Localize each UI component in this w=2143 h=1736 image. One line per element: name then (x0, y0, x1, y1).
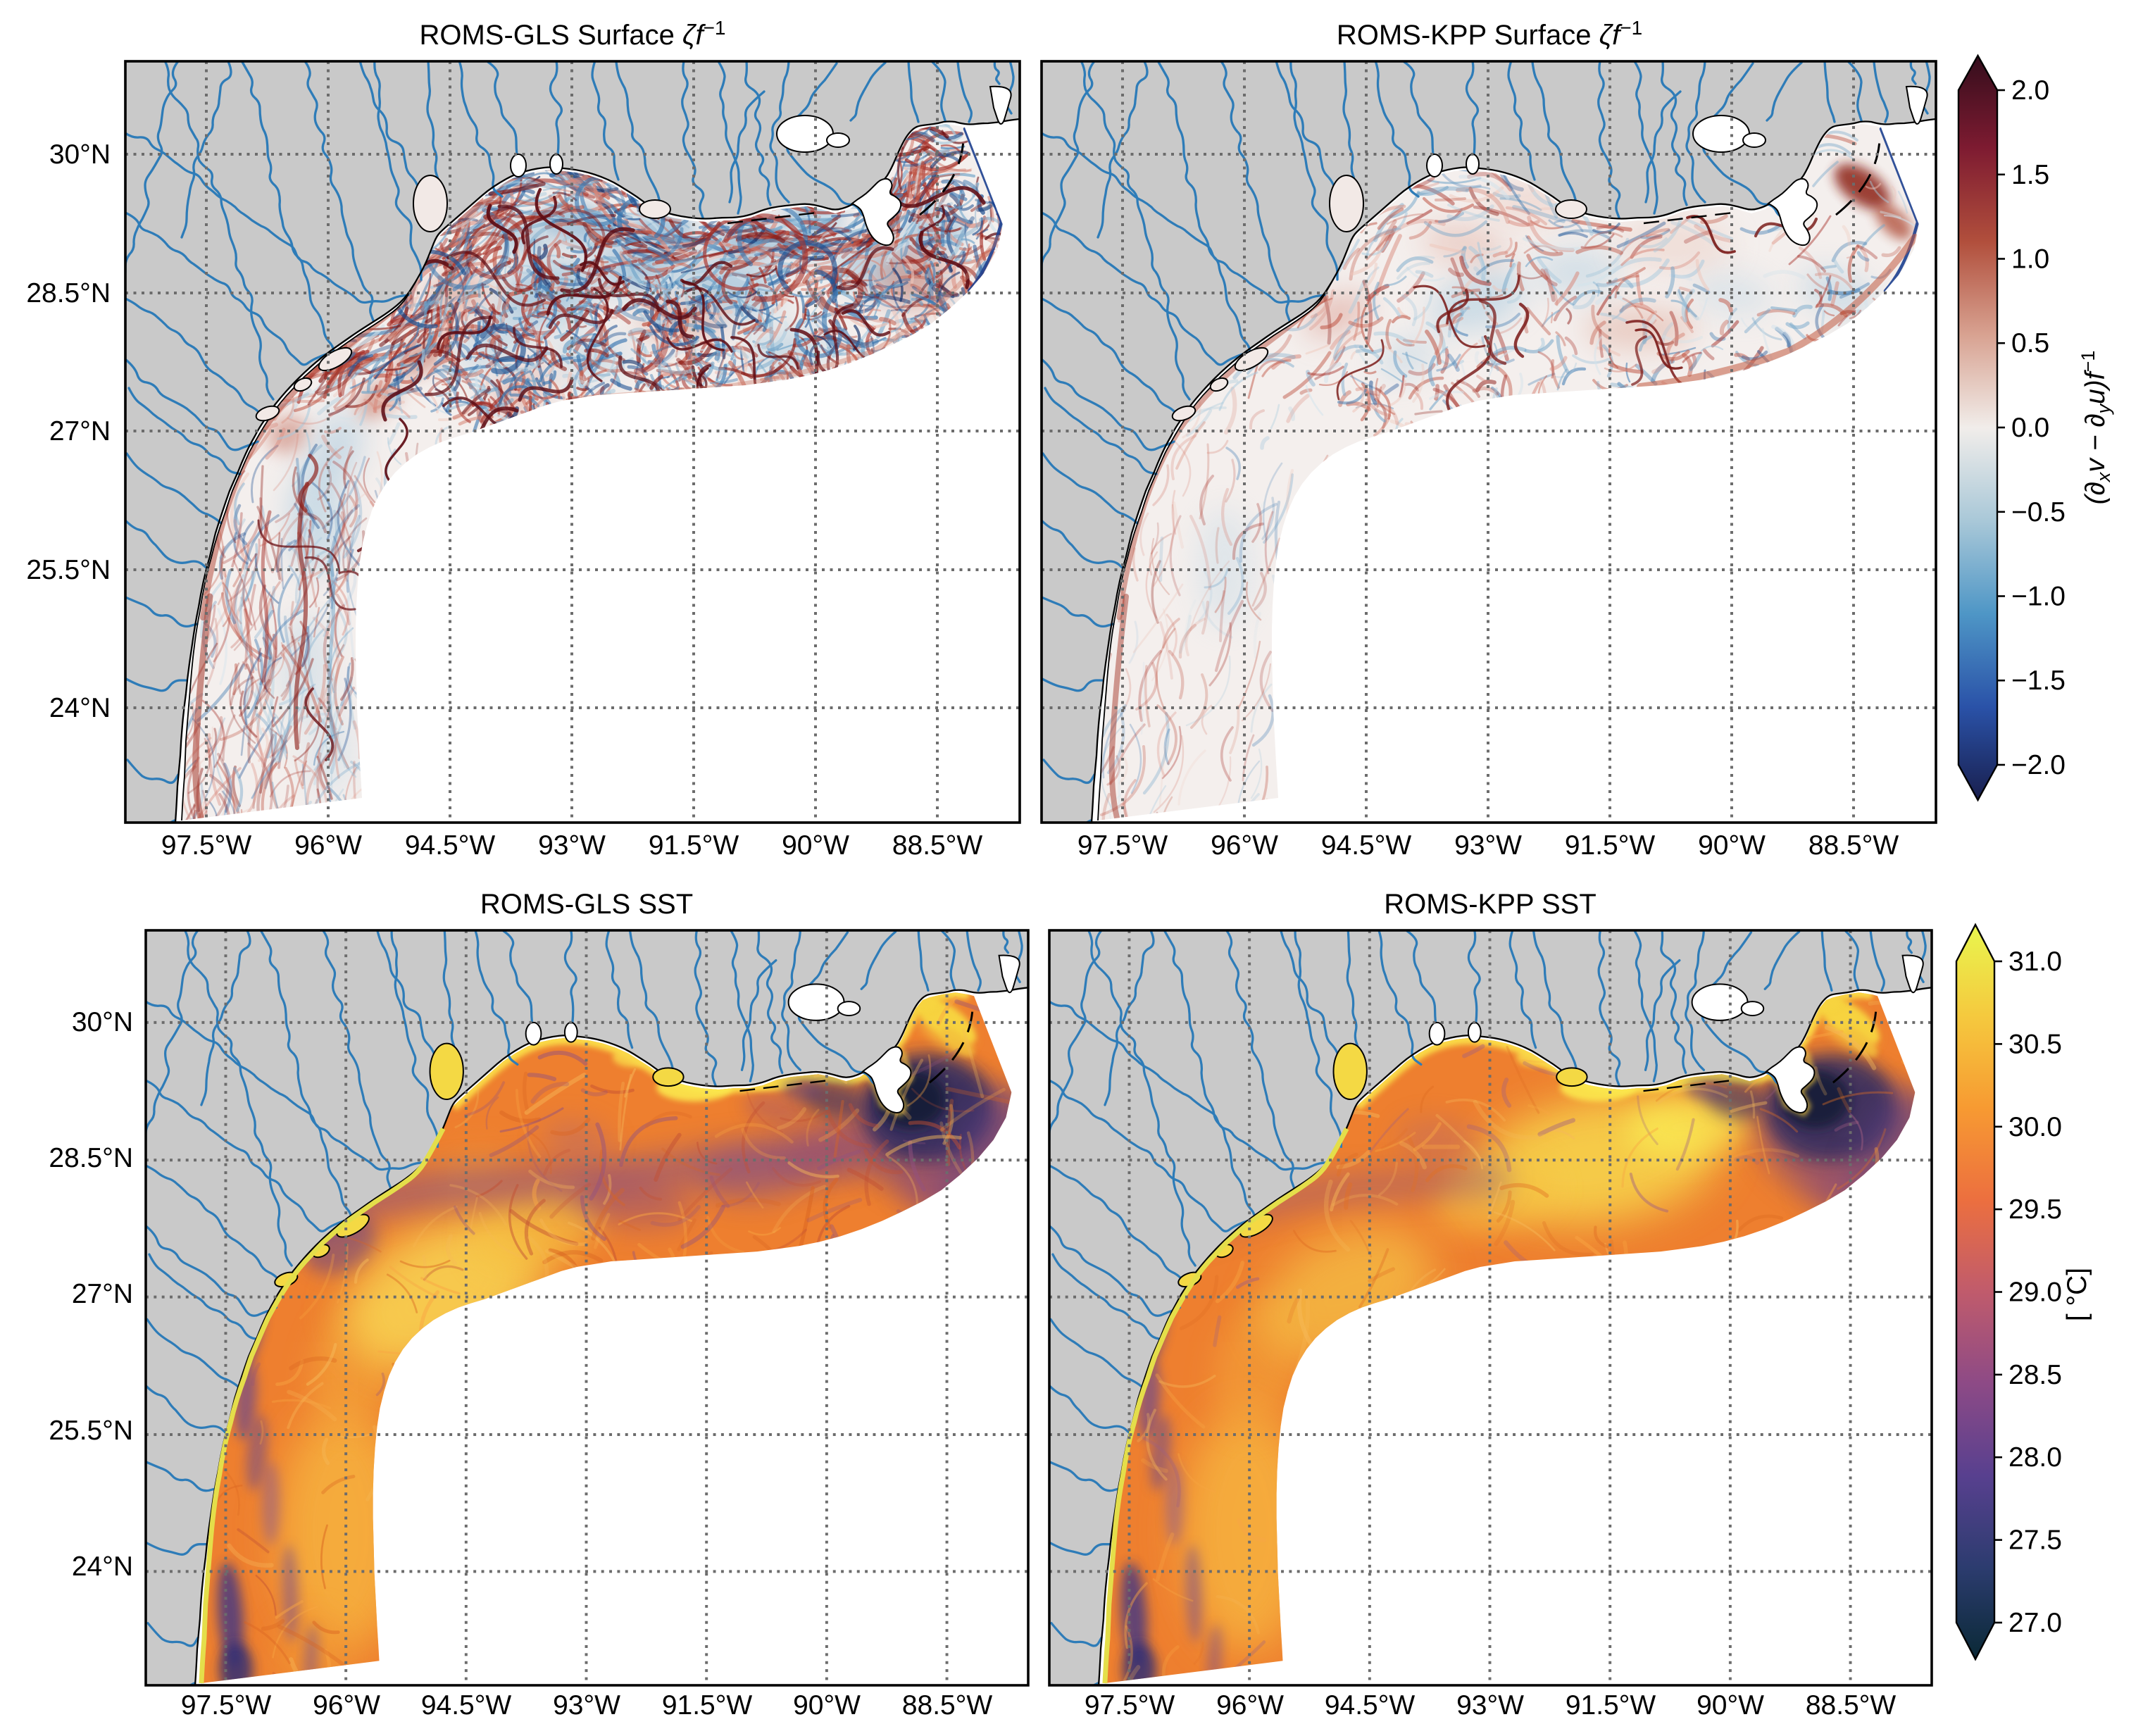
svg-text:93°W: 93°W (553, 1690, 620, 1721)
svg-text:ROMS-GLS SST: ROMS-GLS SST (480, 889, 693, 920)
svg-text:30°N: 30°N (72, 1007, 133, 1037)
svg-text:88.5°W: 88.5°W (892, 830, 983, 861)
svg-text:(∂xv − ∂yu)f−1: (∂xv − ∂yu)f−1 (2078, 351, 2114, 505)
svg-text:1.5: 1.5 (2011, 160, 2049, 190)
svg-text:25.5°N: 25.5°N (26, 555, 111, 585)
svg-text:94.5°W: 94.5°W (421, 1690, 512, 1721)
svg-text:−1.0: −1.0 (2011, 582, 2066, 612)
svg-text:ROMS-KPP Surface ζf−1: ROMS-KPP Surface ζf−1 (1337, 17, 1642, 51)
svg-text:90°W: 90°W (793, 1690, 861, 1721)
svg-text:24°N: 24°N (49, 693, 111, 723)
svg-text:90°W: 90°W (1697, 1690, 1764, 1721)
svg-text:29.0: 29.0 (2008, 1278, 2062, 1308)
svg-text:28.5°N: 28.5°N (26, 278, 111, 308)
svg-text:90°W: 90°W (782, 830, 849, 861)
svg-text:96°W: 96°W (1216, 1690, 1284, 1721)
svg-text:−1.5: −1.5 (2011, 666, 2066, 696)
svg-text:88.5°W: 88.5°W (902, 1690, 993, 1721)
svg-text:−2.0: −2.0 (2011, 750, 2066, 780)
svg-text:27°N: 27°N (72, 1279, 133, 1309)
svg-text:ROMS-KPP SST: ROMS-KPP SST (1384, 889, 1597, 920)
svg-text:29.5: 29.5 (2008, 1194, 2062, 1225)
svg-text:28.5°N: 28.5°N (49, 1143, 133, 1173)
svg-text:93°W: 93°W (1456, 1690, 1524, 1721)
svg-text:97.5°W: 97.5°W (161, 830, 252, 861)
svg-text:88.5°W: 88.5°W (1806, 1690, 1897, 1721)
svg-text:30.0: 30.0 (2008, 1112, 2062, 1142)
svg-text:27.0: 27.0 (2008, 1608, 2062, 1638)
svg-text:27°N: 27°N (49, 416, 111, 447)
svg-text:97.5°W: 97.5°W (1085, 1690, 1175, 1721)
svg-text:ROMS-GLS Surface ζf−1: ROMS-GLS Surface ζf−1 (419, 17, 725, 51)
svg-text:27.5: 27.5 (2008, 1525, 2062, 1556)
svg-text:97.5°W: 97.5°W (181, 1690, 272, 1721)
svg-text:24°N: 24°N (72, 1551, 133, 1582)
svg-text:96°W: 96°W (313, 1690, 380, 1721)
svg-text:30.5: 30.5 (2008, 1029, 2062, 1059)
svg-text:91.5°W: 91.5°W (1566, 1690, 1656, 1721)
svg-text:93°W: 93°W (538, 830, 606, 861)
svg-text:[ °C]: [ °C] (2062, 1268, 2092, 1321)
svg-text:91.5°W: 91.5°W (1565, 830, 1656, 861)
svg-text:97.5°W: 97.5°W (1077, 830, 1168, 861)
svg-text:0.0: 0.0 (2011, 413, 2049, 443)
svg-text:28.5: 28.5 (2008, 1360, 2062, 1390)
svg-text:94.5°W: 94.5°W (1325, 1690, 1416, 1721)
svg-text:−0.5: −0.5 (2011, 497, 2066, 527)
svg-text:0.5: 0.5 (2011, 328, 2049, 358)
svg-text:2.0: 2.0 (2011, 75, 2049, 106)
svg-text:96°W: 96°W (294, 830, 362, 861)
svg-text:96°W: 96°W (1211, 830, 1278, 861)
svg-text:93°W: 93°W (1454, 830, 1522, 861)
svg-text:94.5°W: 94.5°W (405, 830, 496, 861)
svg-text:91.5°W: 91.5°W (649, 830, 739, 861)
svg-text:1.0: 1.0 (2011, 244, 2049, 275)
svg-text:88.5°W: 88.5°W (1808, 830, 1899, 861)
svg-text:91.5°W: 91.5°W (662, 1690, 753, 1721)
svg-text:94.5°W: 94.5°W (1321, 830, 1412, 861)
svg-text:25.5°N: 25.5°N (49, 1416, 133, 1446)
svg-text:90°W: 90°W (1698, 830, 1766, 861)
svg-text:31.0: 31.0 (2008, 947, 2062, 977)
svg-text:30°N: 30°N (49, 139, 111, 170)
svg-text:28.0: 28.0 (2008, 1442, 2062, 1473)
